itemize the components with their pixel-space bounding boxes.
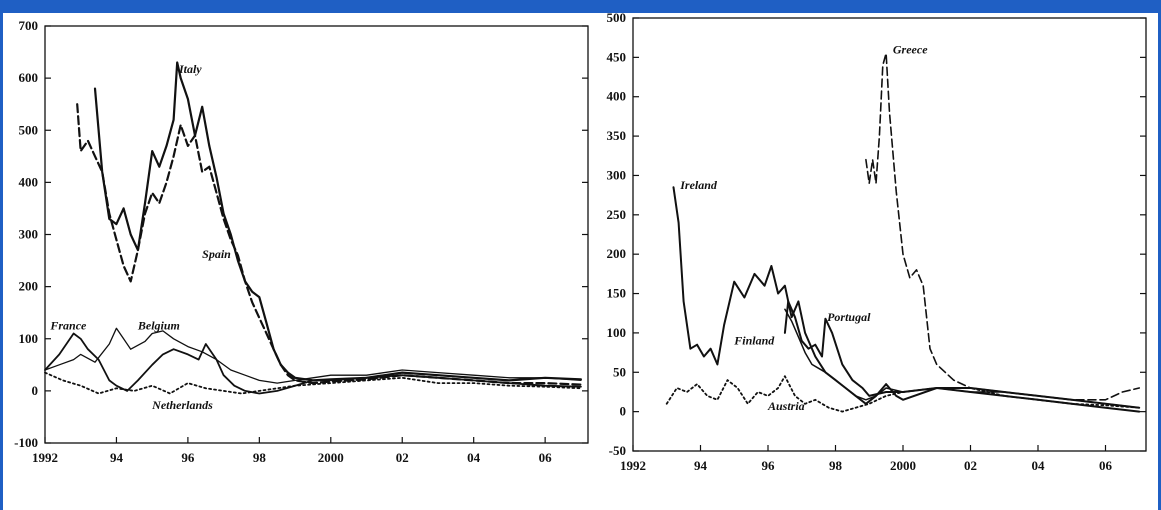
series-line-france (44, 332, 582, 395)
chart-panel-1: -100 0 100 200 300 400 500 600 700 1992 94 96 98 2000… (14, 18, 589, 465)
x-tick-label: 2000 (318, 450, 344, 465)
series-label-ireland: Ireland (679, 178, 718, 192)
title-banner (0, 0, 1161, 13)
y-tick-label: 700 (19, 18, 39, 33)
x-tick-label: 94 (694, 458, 708, 473)
x-tick-label: 06 (539, 450, 553, 465)
x-tick-label: 1992 (620, 458, 646, 473)
y-tick-label: 100 (607, 325, 627, 340)
x-tick-label: 04 (1032, 458, 1046, 473)
x-tick-label: 02 (396, 450, 409, 465)
y-tick-label: 200 (607, 246, 627, 261)
x-tick-label: 98 (829, 458, 843, 473)
series-line-finland (784, 308, 1140, 409)
series-label-austria: Austria (767, 399, 805, 413)
series-line-austria (665, 375, 1141, 413)
y-tick-label: 600 (19, 70, 39, 85)
chart-panel-2: -50 0 50 100 150 200 250 300 350 400 450 500 1992 94 9… (607, 10, 1147, 473)
series-label-netherlands: Netherlands (151, 398, 213, 412)
y-tick-label: -50 (609, 443, 626, 458)
y-tick-label: 300 (19, 227, 39, 242)
x-tick-label: 96 (181, 450, 195, 465)
series-label-greece: Greece (893, 42, 928, 56)
y-tick-label: 400 (607, 89, 627, 104)
series-label-spain: Spain (202, 247, 231, 261)
y-tick-label: 300 (607, 167, 627, 182)
y-tick-label: 250 (607, 207, 627, 222)
x-tick-label: 06 (1099, 458, 1113, 473)
y-tick-label: 500 (19, 122, 39, 137)
series-line-ireland (672, 186, 1141, 413)
y-tick-label: 150 (607, 286, 627, 301)
series-line-greece (865, 52, 1140, 401)
y-tick-label: 0 (32, 383, 39, 398)
y-tick-label: 200 (19, 279, 39, 294)
plot-frame (632, 17, 1147, 452)
series-label-italy: Italy (178, 62, 202, 76)
x-tick-label: 2000 (890, 458, 916, 473)
frame-right (1158, 0, 1161, 510)
series-label-portugal: Portugal (827, 310, 871, 324)
y-tick-label: 450 (607, 49, 627, 64)
series-label-finland: Finland (733, 334, 775, 348)
y-tick-label: 500 (607, 10, 627, 25)
x-tick-label: 94 (110, 450, 124, 465)
x-tick-label: 98 (253, 450, 267, 465)
y-tick-label: 400 (19, 174, 39, 189)
series-line-italy (93, 61, 583, 382)
x-tick-label: 02 (964, 458, 977, 473)
series-line-netherlands (44, 371, 582, 395)
frame-left (0, 0, 3, 510)
series-label-belgium: Belgium (137, 318, 180, 332)
series-line-belgium (44, 327, 582, 384)
y-tick-label: 0 (620, 404, 627, 419)
x-tick-label: 96 (762, 458, 776, 473)
x-tick-label: 1992 (32, 450, 58, 465)
y-tick-label: 350 (607, 128, 627, 143)
series-label-france: France (49, 318, 87, 332)
y-tick-label: -100 (14, 435, 38, 450)
y-tick-label: 50 (613, 364, 626, 379)
x-tick-label: 04 (467, 450, 481, 465)
series-line-spain (76, 103, 583, 386)
y-tick-label: 100 (19, 331, 39, 346)
